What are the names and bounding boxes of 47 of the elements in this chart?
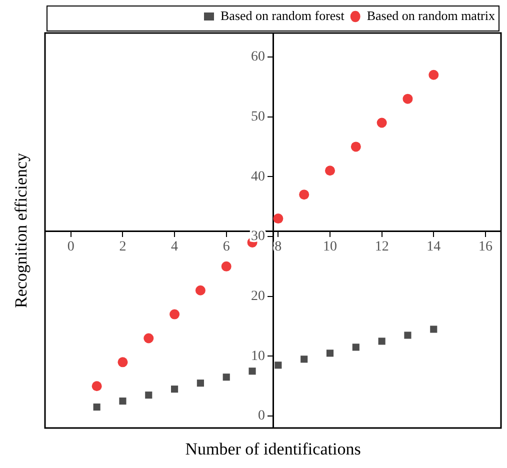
- x-tick-label: 0: [67, 240, 74, 255]
- point: [119, 398, 126, 405]
- point: [170, 309, 180, 320]
- x-tick-label: 4: [171, 240, 178, 255]
- point: [118, 357, 128, 368]
- y-tick-label: 20: [251, 289, 265, 304]
- point: [300, 356, 308, 363]
- point: [402, 94, 413, 104]
- point: [144, 333, 154, 344]
- point: [171, 386, 178, 393]
- point: [378, 338, 386, 345]
- point: [352, 344, 360, 351]
- x-tick-label: 8: [274, 240, 282, 255]
- point: [145, 392, 152, 399]
- point: [326, 350, 334, 357]
- point: [221, 261, 232, 272]
- point: [350, 142, 361, 152]
- point: [274, 362, 282, 369]
- x-tick-label: 14: [426, 240, 441, 255]
- legend-label: Based on random matrix: [366, 8, 496, 23]
- y-tick-label: 50: [251, 109, 265, 124]
- x-tick-label: 16: [478, 240, 492, 255]
- point: [325, 166, 335, 176]
- y-tick-label: 40: [251, 169, 265, 184]
- x-tick-label: 12: [374, 240, 389, 255]
- point: [93, 404, 100, 411]
- x-tick-label: 6: [222, 240, 230, 255]
- point: [404, 332, 412, 339]
- point: [248, 368, 256, 375]
- x-tick-label: 10: [323, 240, 337, 255]
- x-tick-label: 2: [119, 240, 126, 255]
- point: [428, 70, 439, 80]
- y-axis-title: Recognition efficiency: [11, 152, 30, 308]
- point: [222, 374, 230, 381]
- y-tick-label: 30: [251, 229, 265, 244]
- y-tick-label: 0: [258, 408, 265, 424]
- x-axis-title: Number of identifications: [185, 439, 361, 458]
- point: [195, 285, 206, 296]
- y-tick-label: 60: [251, 50, 265, 65]
- point: [430, 326, 438, 333]
- point: [196, 380, 204, 387]
- legend-label: Based on random forest: [220, 8, 345, 23]
- point: [273, 214, 284, 224]
- point: [299, 190, 310, 200]
- point: [92, 381, 102, 392]
- point: [376, 118, 387, 128]
- y-tick-label: 10: [251, 348, 265, 364]
